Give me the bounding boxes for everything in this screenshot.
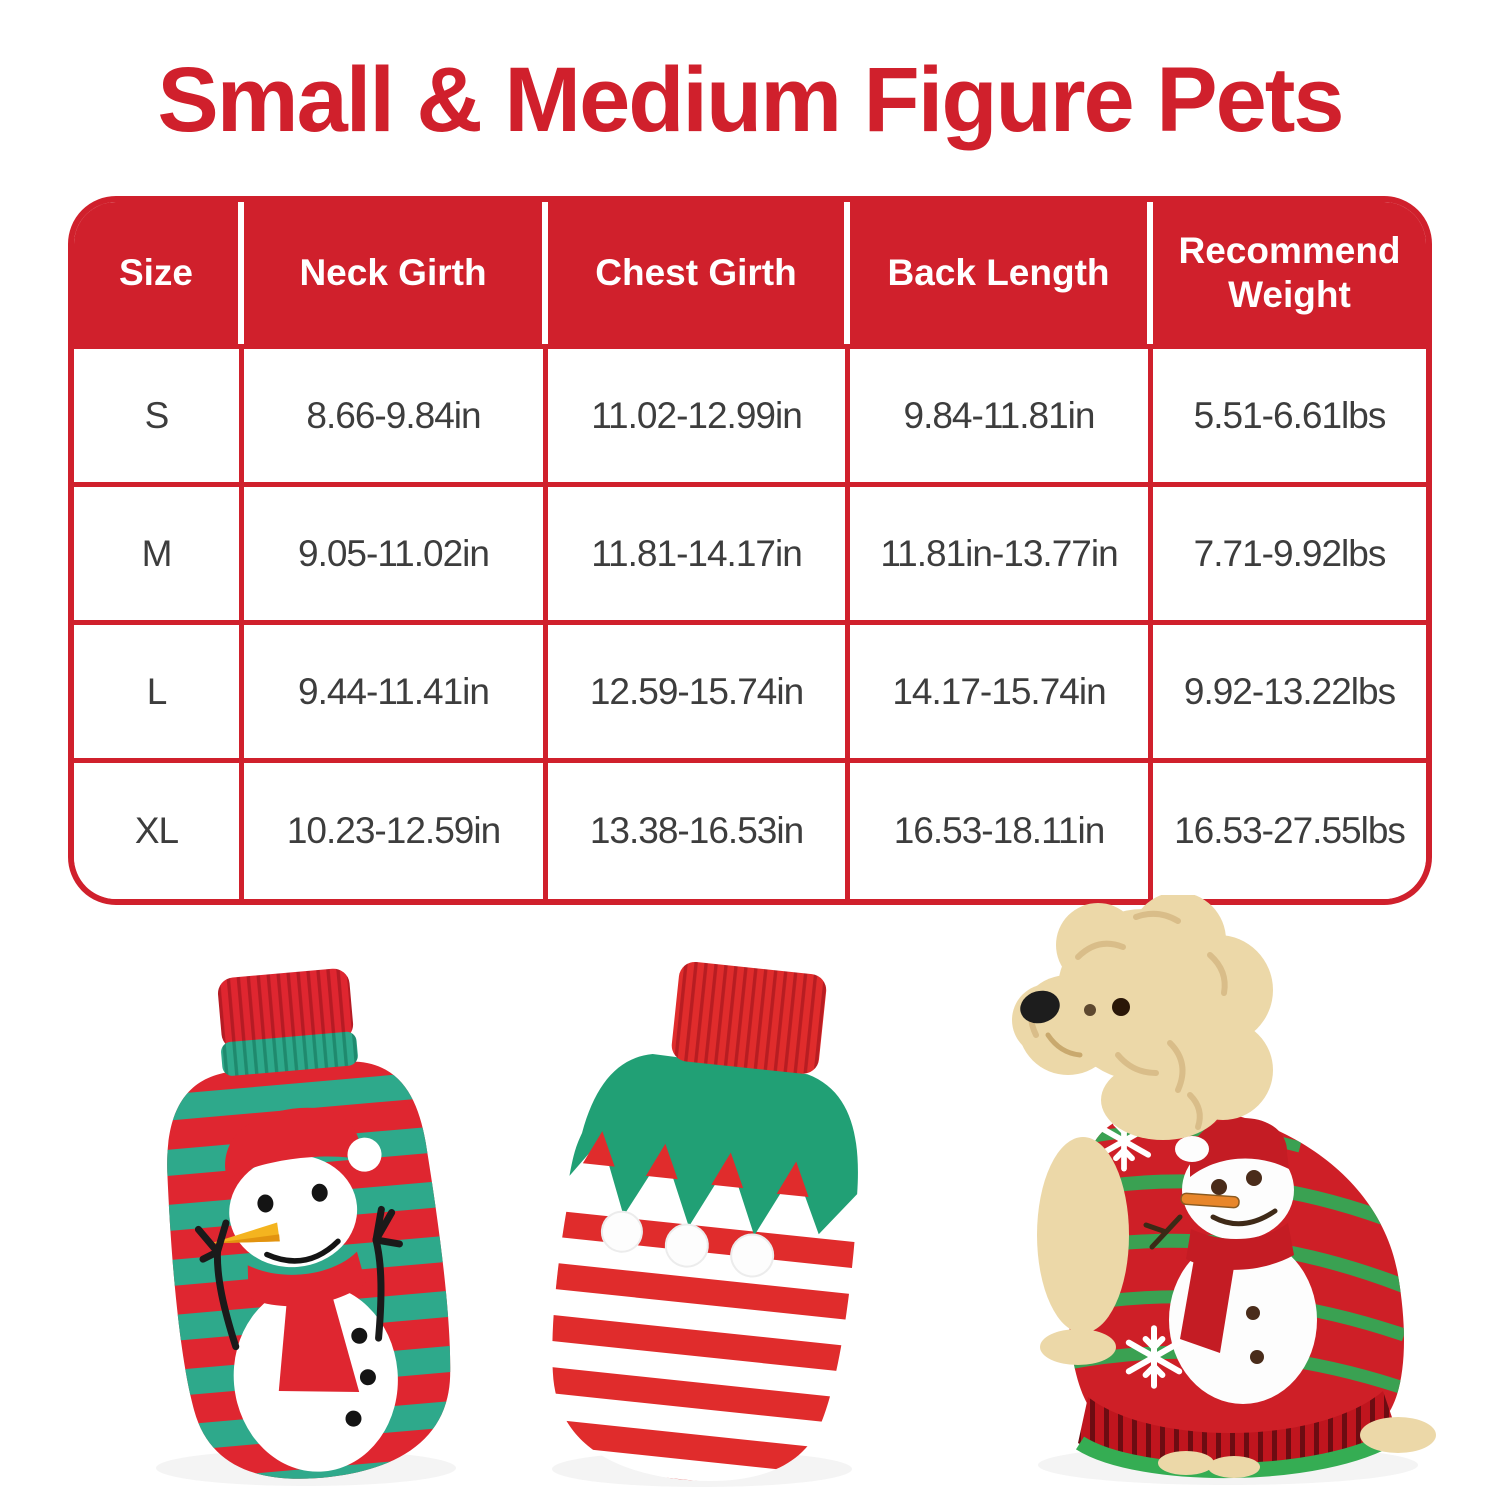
page-title: Small & Medium Figure Pets <box>157 49 1344 151</box>
row-m-neck: 9.05-11.02in <box>244 482 548 620</box>
scarf-tail <box>1180 1259 1234 1353</box>
stick-arms <box>194 1205 403 1351</box>
dog-eye-shadow <box>1084 1004 1096 1016</box>
button <box>1250 1350 1264 1364</box>
turtleneck-collar <box>217 968 358 1076</box>
row-m-chest: 11.81-14.17in <box>548 482 850 620</box>
twig-arm <box>1143 1214 1183 1250</box>
row-s-back: 9.84-11.81in <box>850 344 1153 482</box>
scarf-band <box>1186 1223 1294 1270</box>
snowman-eye <box>311 1183 328 1202</box>
dog-nose <box>1020 990 1060 1024</box>
button <box>345 1410 362 1427</box>
pom-poms <box>600 1210 775 1278</box>
row-s-weight: 5.51-6.61lbs <box>1153 344 1426 482</box>
turtleneck-collar <box>671 961 827 1074</box>
dog-wearing-sweater-photo <box>1012 895 1436 1485</box>
row-l-chest: 12.59-15.74in <box>548 620 850 758</box>
row-xl-weight: 16.53-27.55lbs <box>1153 758 1426 899</box>
header-back-length: Back Length <box>850 202 1153 344</box>
elf-striped-sweater-image <box>537 961 873 1494</box>
row-xl-size: XL <box>74 758 244 899</box>
snowman-smile <box>1210 1208 1278 1227</box>
row-m-back: 11.81in-13.77in <box>850 482 1153 620</box>
santa-hat <box>1190 1117 1289 1177</box>
header-size: Size <box>74 202 244 344</box>
front-leg-fur <box>1037 1137 1129 1333</box>
row-xl-back: 16.53-18.11in <box>850 758 1153 899</box>
row-s-neck: 8.66-9.84in <box>244 344 548 482</box>
size-chart-table: Size Neck Girth Chest Girth Back Length … <box>68 196 1432 905</box>
row-l-back: 14.17-15.74in <box>850 620 1153 758</box>
paw-tuft <box>1158 1451 1214 1475</box>
hat-pom <box>347 1137 382 1172</box>
snowman-motif <box>194 1107 403 1472</box>
scarf-band <box>247 1251 366 1307</box>
front-paw <box>1040 1329 1116 1365</box>
row-l-weight: 9.92-13.22lbs <box>1153 620 1426 758</box>
elf-yoke <box>569 1053 858 1236</box>
hat-trim <box>1175 1136 1209 1162</box>
snowman-eye <box>257 1194 274 1213</box>
carrot-nose <box>1180 1192 1240 1209</box>
header-recommend-weight: Recommend Weight <box>1153 202 1426 344</box>
row-m-size: M <box>74 482 244 620</box>
dog <box>1012 895 1436 1478</box>
santa-hat <box>225 1107 364 1181</box>
rear-paw <box>1360 1417 1436 1453</box>
row-s-chest: 11.02-12.99in <box>548 344 850 482</box>
row-s-size: S <box>74 344 244 482</box>
header-chest-girth: Chest Girth <box>548 202 850 344</box>
paw-tuft <box>1208 1456 1260 1478</box>
snowman-striped-sweater-image <box>156 968 462 1490</box>
button <box>1246 1306 1260 1320</box>
button <box>359 1369 376 1386</box>
row-xl-neck: 10.23-12.59in <box>244 758 548 899</box>
row-xl-chest: 13.38-16.53in <box>548 758 850 899</box>
header-neck-girth: Neck Girth <box>244 202 548 344</box>
dog-mouth-shading <box>1045 1032 1083 1058</box>
row-l-size: L <box>74 620 244 758</box>
dog-eye <box>1112 998 1130 1016</box>
elf-red-tips <box>582 1131 809 1198</box>
row-l-neck: 9.44-11.41in <box>244 620 548 758</box>
scarf-tail <box>278 1297 360 1393</box>
snowman-smile <box>264 1238 341 1264</box>
snowman-eye <box>1246 1170 1262 1186</box>
snowman-motif <box>1143 1117 1317 1404</box>
dog-head <box>1012 895 1273 1140</box>
row-m-weight: 7.71-9.92lbs <box>1153 482 1426 620</box>
button <box>351 1327 368 1344</box>
snowman-eye <box>1211 1179 1227 1195</box>
